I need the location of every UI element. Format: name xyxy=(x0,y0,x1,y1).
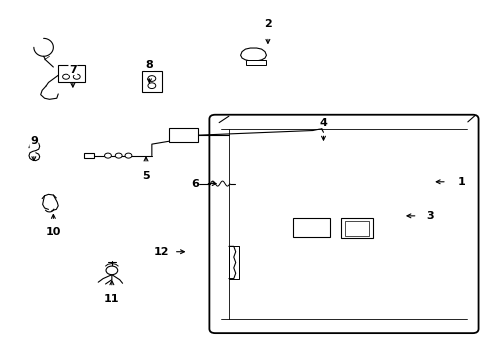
Circle shape xyxy=(125,153,132,158)
Text: 12: 12 xyxy=(154,247,169,257)
Text: 11: 11 xyxy=(104,294,120,304)
Text: 9: 9 xyxy=(30,136,38,146)
Text: 5: 5 xyxy=(142,171,149,181)
FancyBboxPatch shape xyxy=(209,115,478,333)
Text: 7: 7 xyxy=(69,64,77,75)
Polygon shape xyxy=(240,48,266,61)
Text: 8: 8 xyxy=(145,60,153,70)
Text: 4: 4 xyxy=(319,118,327,128)
Bar xyxy=(293,219,329,237)
Bar xyxy=(246,60,265,65)
Bar xyxy=(168,128,198,142)
Circle shape xyxy=(106,266,118,275)
Text: 6: 6 xyxy=(190,179,198,189)
Circle shape xyxy=(73,74,80,79)
Bar xyxy=(340,219,372,238)
Text: 3: 3 xyxy=(425,211,433,221)
Circle shape xyxy=(148,76,156,81)
Bar xyxy=(142,71,161,92)
Text: 2: 2 xyxy=(264,19,271,29)
Text: 10: 10 xyxy=(45,227,61,237)
Text: 1: 1 xyxy=(457,177,465,187)
Bar xyxy=(83,153,94,158)
Circle shape xyxy=(148,83,156,89)
Circle shape xyxy=(104,153,111,158)
Circle shape xyxy=(62,74,69,79)
Bar xyxy=(58,65,85,82)
Circle shape xyxy=(115,153,122,158)
Bar xyxy=(344,221,368,235)
